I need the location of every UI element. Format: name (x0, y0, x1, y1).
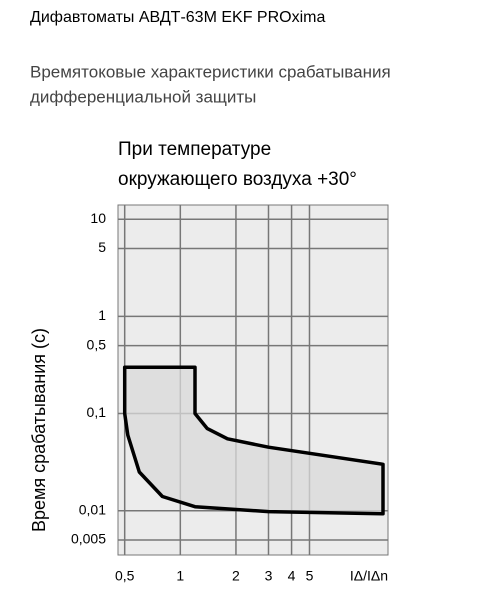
x-tick-label: 2 (232, 568, 240, 584)
page-title: Дифавтоматы АВДТ-63М EKF PROxima (30, 9, 325, 26)
y-tick-label: 0,5 (87, 336, 107, 352)
subtitle: Времятоковые характеристики срабатывания (30, 62, 391, 81)
y-tick-label: 5 (98, 239, 106, 255)
y-tick-label: 0,005 (71, 531, 106, 547)
x-tick-label: 0,5 (115, 568, 135, 584)
x-tick-label: 5 (306, 568, 314, 584)
y-tick-label: 0,1 (87, 404, 107, 420)
chart-title: окружающего воздуха +30° (118, 169, 357, 190)
x-axis-label: IΔ/IΔn (350, 568, 388, 584)
y-axis-label: Время срабатывания (с) (29, 328, 49, 532)
x-tick-label: 3 (265, 568, 273, 584)
y-tick-label: 10 (90, 210, 106, 226)
chart-title: При температуре (118, 139, 271, 160)
x-tick-label: 4 (288, 568, 296, 584)
x-tick-label: 1 (176, 568, 184, 584)
subtitle: дифференциальной защиты (30, 87, 256, 106)
y-tick-label: 1 (98, 307, 106, 323)
y-tick-label: 0,01 (79, 501, 106, 517)
trip-zone (122, 365, 385, 516)
